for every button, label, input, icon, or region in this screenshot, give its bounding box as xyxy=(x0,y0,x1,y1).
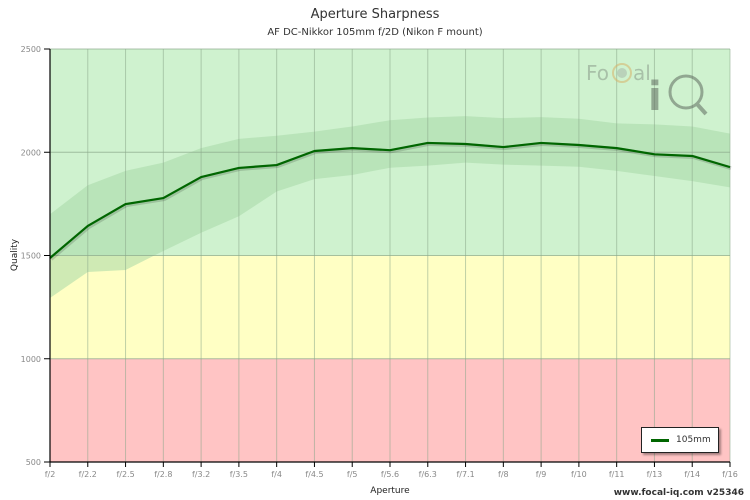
chart-title: Aperture Sharpness xyxy=(310,7,440,22)
x-tick-label: f/3.2 xyxy=(192,470,210,479)
magnifier-icon xyxy=(668,74,704,110)
x-tick-label: f/2 xyxy=(45,470,56,479)
footer-credit: www.focal-iq.com v25346 xyxy=(613,488,744,498)
x-axis-label: Aperture xyxy=(370,486,410,496)
x-tick-label: f/8 xyxy=(498,470,509,479)
x-tick-label: f/7.1 xyxy=(456,470,474,479)
y-tick-label: 500 xyxy=(26,458,41,467)
range-band xyxy=(50,116,730,299)
logo-text-focal: Fo xyxy=(586,61,609,85)
legend-swatch-105mm xyxy=(651,438,669,442)
svg-text:al: al xyxy=(633,61,651,85)
grid-lines xyxy=(50,48,731,462)
chart-subtitle: AF DC-Nikkor 105mm f/2D (Nikon F mount) xyxy=(267,27,483,38)
x-tick-label: f/11 xyxy=(609,470,625,479)
x-tick-label: f/14 xyxy=(684,470,700,479)
series-line-105mm xyxy=(49,141,732,261)
x-tick-label: f/2.5 xyxy=(116,470,134,479)
x-tick-label: f/9 xyxy=(536,470,547,479)
x-tick-label: f/13 xyxy=(647,470,663,479)
legend-label-105mm: 105mm xyxy=(676,435,711,445)
logo-text-i: i xyxy=(648,74,662,116)
y-tick-label: 1000 xyxy=(21,355,41,364)
chart-legend: 105mm xyxy=(641,427,719,453)
x-tick-label: f/2.8 xyxy=(154,470,172,479)
x-tick-label: f/5.6 xyxy=(381,470,399,479)
series-line xyxy=(49,141,731,259)
focal-iq-logo: Fo al i xyxy=(586,61,708,116)
x-tick-label: f/16 xyxy=(722,470,738,479)
x-tick-label: f/3.5 xyxy=(230,470,248,479)
y-tick-label: 2000 xyxy=(21,148,41,157)
x-axis-ticks: f/2 f/2.2 f/2.5 f/2.8 f/3.2 f/3.5 f/4 f/4.5 f/5 f… xyxy=(45,462,738,479)
y-axis-label: Quality xyxy=(10,238,20,271)
y-tick-label: 1500 xyxy=(21,252,41,261)
x-tick-label: f/4.5 xyxy=(305,470,323,479)
y-axis-ticks: 500 1000 1500 2000 2500 xyxy=(21,45,50,467)
sharpness-range-band xyxy=(50,116,730,299)
logo-aperture-ring-icon xyxy=(612,63,632,83)
x-tick-label: f/2.2 xyxy=(79,470,97,479)
x-tick-label: f/10 xyxy=(571,470,587,479)
x-tick-label: f/5 xyxy=(347,470,358,479)
x-tick-label: f/4 xyxy=(271,470,282,479)
y-tick-label: 2500 xyxy=(21,45,41,54)
x-tick-label: f/6.3 xyxy=(419,470,437,479)
